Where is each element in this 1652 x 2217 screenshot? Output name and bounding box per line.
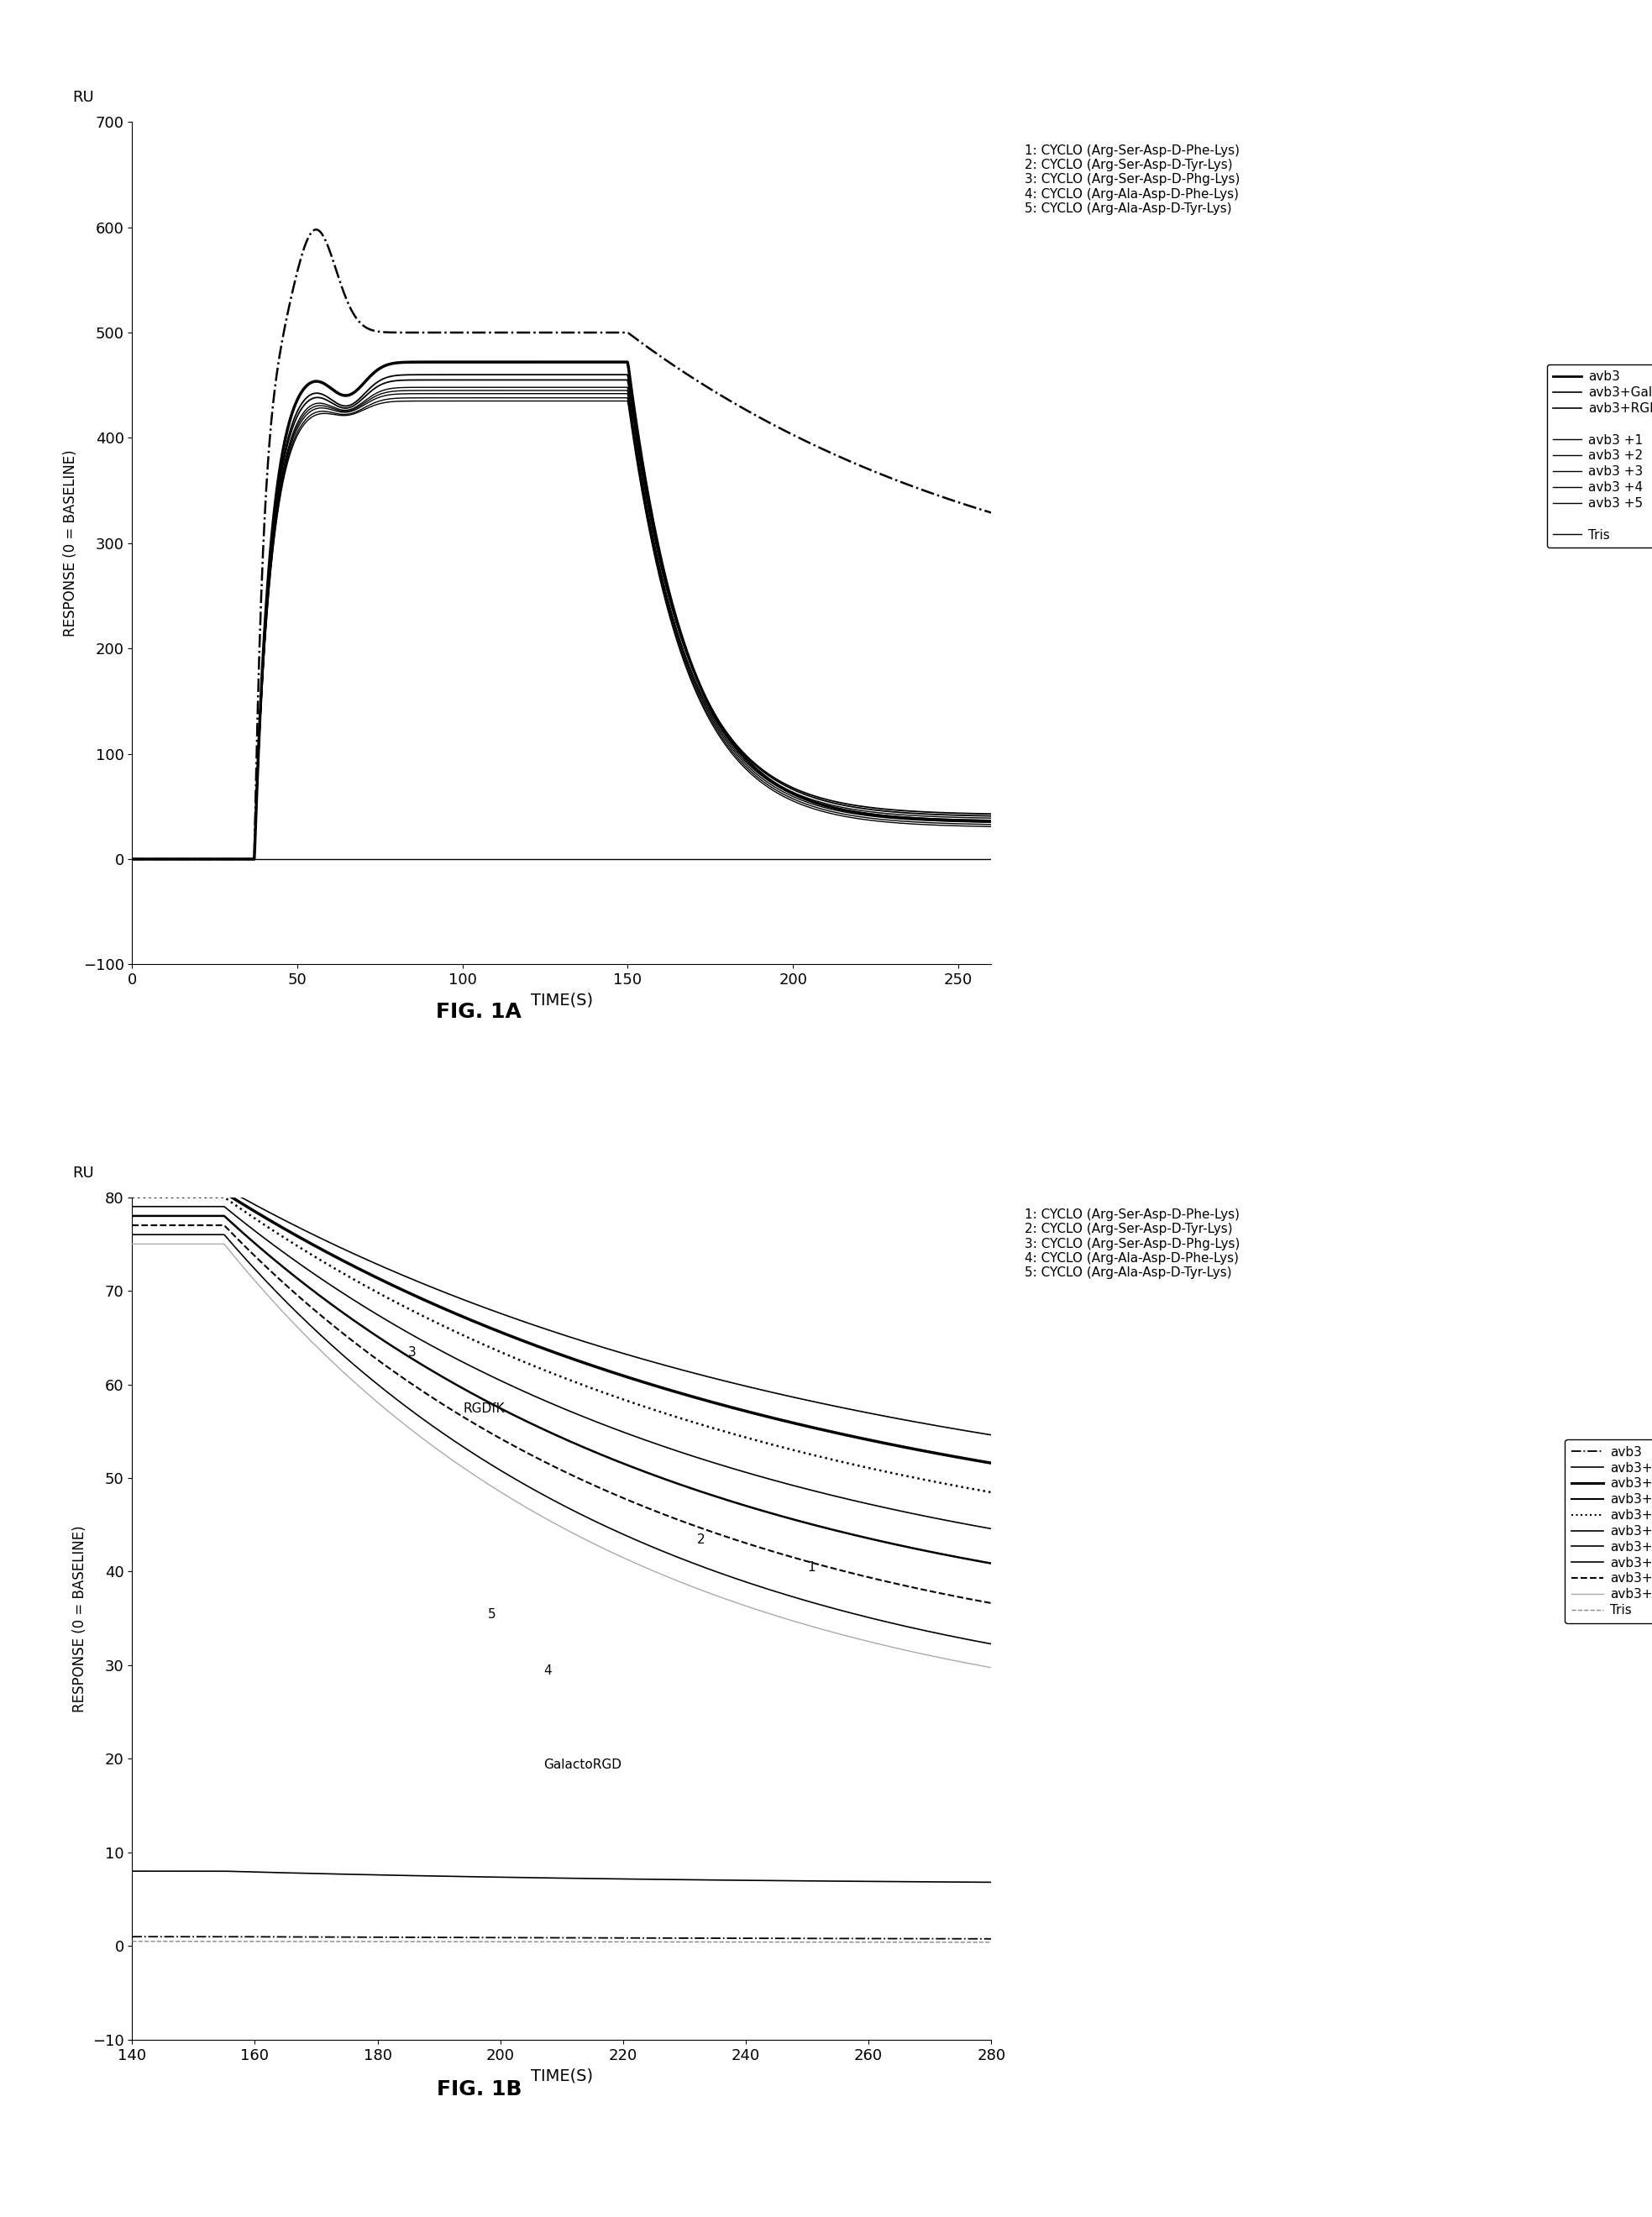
Text: 1: 1 bbox=[808, 1561, 814, 1574]
Text: 2: 2 bbox=[697, 1534, 705, 1545]
Text: RU: RU bbox=[73, 1166, 94, 1179]
Text: GalactoRGD: GalactoRGD bbox=[544, 1758, 621, 1771]
Text: 4: 4 bbox=[544, 1665, 552, 1676]
Text: 1: CYCLO (Arg-Ser-Asp-D-Phe-Lys)
2: CYCLO (Arg-Ser-Asp-D-Tyr-Lys)
3: CYCLO (Arg-: 1: CYCLO (Arg-Ser-Asp-D-Phe-Lys) 2: CYCL… bbox=[1024, 144, 1239, 215]
Y-axis label: RESPONSE (0 = BASELINE): RESPONSE (0 = BASELINE) bbox=[63, 450, 78, 636]
X-axis label: TIME(S): TIME(S) bbox=[530, 2068, 593, 2084]
Text: 3: 3 bbox=[408, 1346, 416, 1359]
X-axis label: TIME(S): TIME(S) bbox=[530, 993, 593, 1009]
Text: 5: 5 bbox=[487, 1607, 496, 1621]
Text: FIG. 1B: FIG. 1B bbox=[436, 2080, 522, 2099]
Text: RGDfK: RGDfK bbox=[464, 1403, 506, 1414]
Text: RU: RU bbox=[73, 91, 94, 104]
Text: 1: CYCLO (Arg-Ser-Asp-D-Phe-Lys)
2: CYCLO (Arg-Ser-Asp-D-Tyr-Lys)
3: CYCLO (Arg-: 1: CYCLO (Arg-Ser-Asp-D-Phe-Lys) 2: CYCL… bbox=[1024, 1208, 1239, 1279]
Text: FIG. 1A: FIG. 1A bbox=[436, 1002, 522, 1022]
Y-axis label: RESPONSE (0 = BASELINE): RESPONSE (0 = BASELINE) bbox=[73, 1525, 88, 1712]
Legend: avb3, avb3+GalRGD, avb3+RGDfK, avb3+RGDK, avb3+RGDK+1, avb3+RGDK+2, avb3+RGDK+3,: avb3, avb3+GalRGD, avb3+RGDfK, avb3+RGDK… bbox=[1564, 1439, 1652, 1623]
Legend: avb3, avb3+GalactoRGD, avb3+RGDfK, , avb3 +1, avb3 +2, avb3 +3, avb3 +4, avb3 +5: avb3, avb3+GalactoRGD, avb3+RGDfK, , avb… bbox=[1546, 364, 1652, 548]
